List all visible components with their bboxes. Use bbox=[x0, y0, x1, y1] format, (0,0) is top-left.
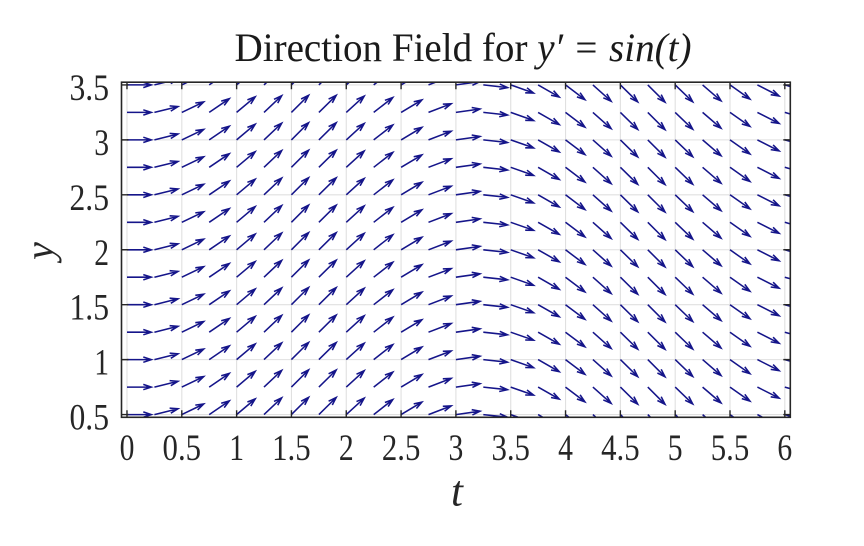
svg-text:3: 3 bbox=[449, 428, 464, 469]
svg-text:3: 3 bbox=[94, 123, 109, 164]
svg-text:t: t bbox=[451, 469, 464, 516]
svg-text:y: y bbox=[17, 242, 62, 264]
svg-text:5: 5 bbox=[668, 428, 683, 469]
svg-text:1: 1 bbox=[229, 428, 244, 469]
svg-text:0: 0 bbox=[120, 428, 135, 469]
svg-text:4: 4 bbox=[558, 428, 573, 469]
svg-text:5.5: 5.5 bbox=[711, 428, 750, 469]
svg-text:1.5: 1.5 bbox=[272, 428, 311, 469]
svg-text:0.5: 0.5 bbox=[70, 398, 110, 439]
svg-text:1.5: 1.5 bbox=[70, 288, 110, 329]
svg-text:Direction Field for y′ = sin(t: Direction Field for y′ = sin(t) bbox=[235, 25, 692, 70]
svg-text:2.5: 2.5 bbox=[70, 178, 110, 219]
svg-text:2.5: 2.5 bbox=[382, 428, 421, 469]
svg-text:3.5: 3.5 bbox=[491, 428, 530, 469]
svg-text:0.5: 0.5 bbox=[163, 428, 202, 469]
svg-text:4.5: 4.5 bbox=[601, 428, 640, 469]
svg-text:2: 2 bbox=[339, 428, 354, 469]
svg-text:6: 6 bbox=[777, 428, 792, 469]
svg-text:3.5: 3.5 bbox=[70, 68, 110, 109]
svg-text:1: 1 bbox=[94, 343, 109, 384]
svg-text:2: 2 bbox=[94, 233, 109, 274]
